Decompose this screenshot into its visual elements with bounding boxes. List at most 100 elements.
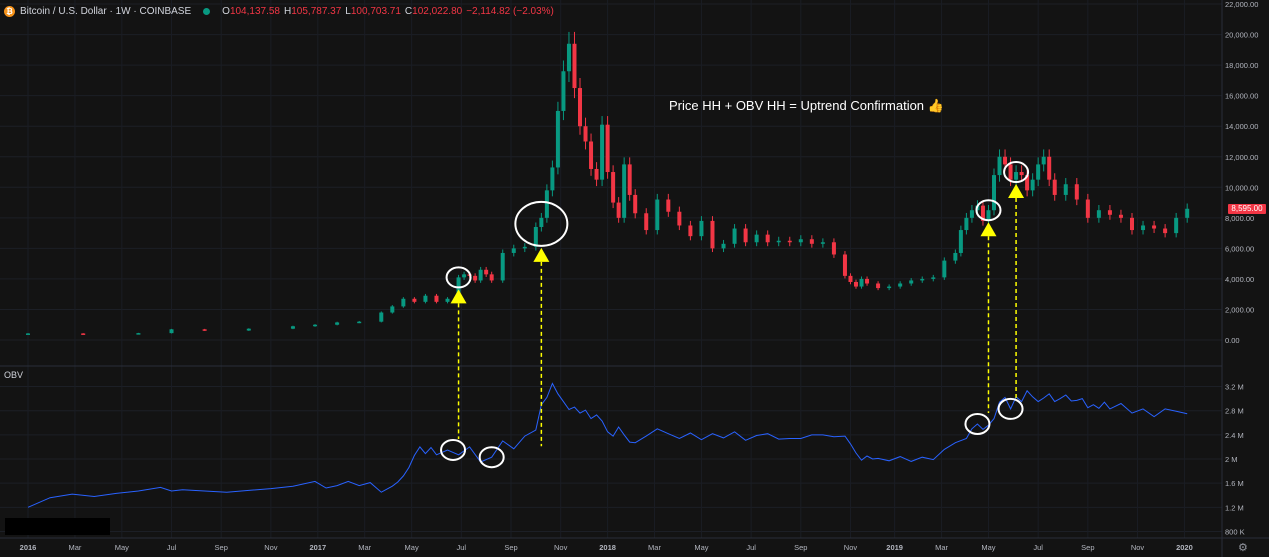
low-value: 100,703.71 [350,5,401,17]
price-tick-label: 16,000.00 [1225,92,1258,101]
time-tick-label: Jul [457,543,467,552]
time-axis[interactable]: 2016 Mar May Jul Sep Nov 2017 Mar May Jul Sep Nov 20… [20,543,1193,552]
time-tick-label: Sep [215,543,228,552]
candle [1174,217,1179,234]
candle [798,239,803,243]
time-tick-label: Sep [1081,543,1094,552]
arrow-head [450,289,467,304]
candle [589,141,594,169]
time-tick-label: May [115,543,129,552]
candle [721,243,726,249]
time-tick-label: May [981,543,995,552]
time-tick-label: Sep [504,543,517,552]
obv-tick-label: 2.8 M [1225,407,1244,416]
time-tick-label: Jul [1033,543,1043,552]
candle [1047,156,1052,180]
time-tick-label: Jul [167,543,177,552]
symbol-legend[interactable]: ₿ Bitcoin / U.S. Dollar · 1W · COINBASE … [4,3,554,19]
candle [1074,184,1079,200]
obv-axis[interactable]: 3.2 M 2.8 M 2.4 M 2 M 1.6 M 1.2 M 800 K [1225,383,1245,537]
candle [677,211,682,226]
candle [335,322,340,325]
candle [1025,175,1030,191]
candle [290,326,295,329]
symbol-title[interactable]: Bitcoin / U.S. Dollar · 1W · COINBASE [20,5,192,17]
candle [484,269,489,275]
open-value: 104,137.58 [229,5,280,17]
price-axis[interactable]: 22,000.00 20,000.00 18,000.00 16,000.00 14,0… [1225,0,1258,345]
obv-indicator-label[interactable]: OBV [4,370,24,380]
candle [539,217,544,228]
candle [611,172,616,203]
candle [544,190,549,218]
candle [600,124,605,180]
candle [136,333,141,335]
obv-circle [478,446,505,469]
candle [633,194,638,214]
candle [412,298,417,302]
candle [1019,172,1024,176]
candle [997,156,1002,176]
obv-circle [964,412,991,435]
bitcoin-icon: ₿ [4,5,15,17]
time-tick-label: Nov [1131,543,1145,552]
candle [765,234,770,243]
candle [848,275,853,282]
time-tick-label: Sep [794,543,807,552]
redaction-box [5,518,110,535]
candle [1085,199,1090,218]
candle [920,278,925,281]
candle [313,324,318,327]
time-tick-label: 2017 [309,543,326,552]
candle [616,202,621,218]
candle [953,252,958,261]
candle [909,280,914,284]
candle [81,333,86,335]
obv-tick-label: 1.2 M [1225,503,1244,512]
candle [561,71,566,111]
candle [666,199,671,212]
candle [401,298,406,307]
candle [1118,214,1123,218]
time-tick-label: 2016 [20,543,37,552]
candle [887,286,892,289]
candle [500,252,505,281]
price-tick-label: 10,000.00 [1225,183,1258,192]
obv-series[interactable] [27,382,1188,508]
time-tick-label: Mar [68,543,81,552]
candle [809,239,814,244]
arrow-head [533,247,550,262]
candle [964,217,969,231]
candle [898,283,903,287]
candle [655,199,660,231]
candle [550,167,555,191]
market-status-icon[interactable] [203,7,211,15]
candle [820,242,825,244]
annotation-markers[interactable] [440,161,1030,469]
candle [992,175,996,211]
candle [969,210,974,218]
candle [732,228,737,244]
candle [572,43,577,89]
candle [522,246,527,249]
price-circle [445,266,472,289]
time-tick-label: Nov [844,543,858,552]
candlestick-series[interactable] [26,31,1190,335]
annotation-text[interactable]: Price HH + OBV HH = Uptrend Confirmation… [669,98,944,113]
time-tick-label: 2019 [886,543,903,552]
candle [876,283,881,289]
time-tick-label: May [694,543,708,552]
price-tick-label: 22,000.00 [1225,0,1258,9]
obv-tick-label: 2 M [1225,455,1238,464]
candle [473,275,478,281]
gear-icon[interactable]: ⚙ [1238,542,1248,554]
obv-tick-label: 3.2 M [1225,383,1244,392]
price-tick-label: 12,000.00 [1225,153,1258,162]
time-tick-label: Mar [935,543,948,552]
candle [1107,210,1112,215]
time-tick-label: May [405,543,419,552]
obv-line [27,382,1188,508]
candle [1036,164,1041,180]
